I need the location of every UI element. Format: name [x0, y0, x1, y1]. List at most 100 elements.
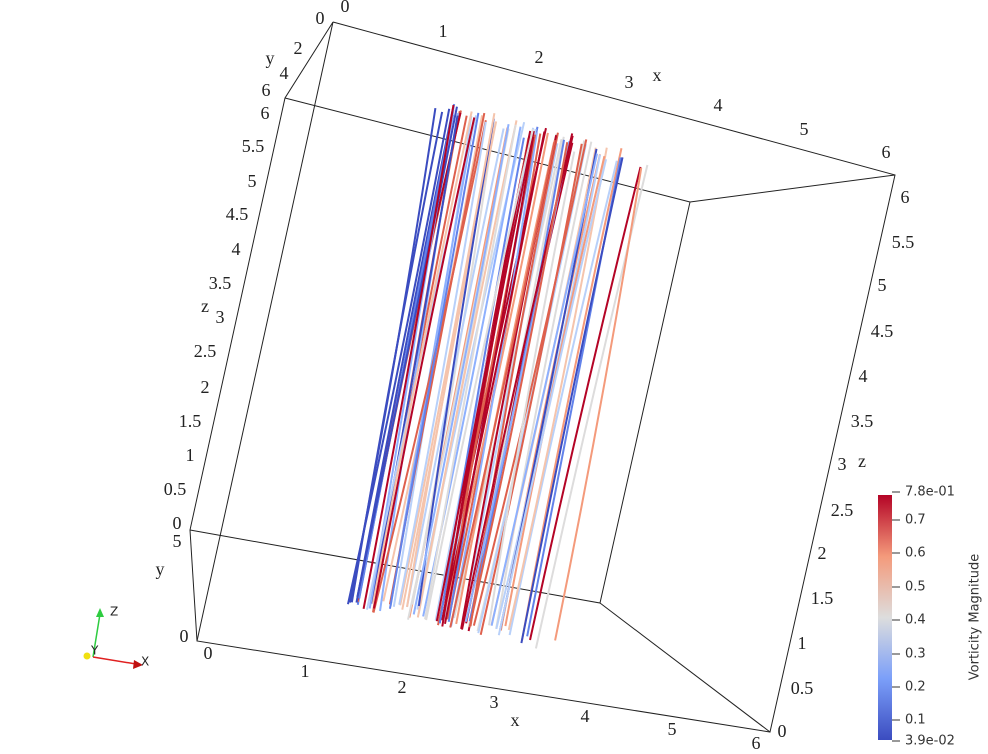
- tick-label: 2: [535, 47, 544, 67]
- tick-label: 4: [232, 239, 241, 259]
- streamline: [529, 166, 642, 641]
- tick-label: 2: [294, 38, 303, 58]
- streamline: [399, 112, 496, 606]
- streamline: [405, 128, 505, 608]
- tick-label: 4: [859, 366, 868, 386]
- tick-label: 5.5: [242, 136, 265, 156]
- tick-label: 0: [316, 8, 325, 28]
- tick-label: 3: [625, 72, 634, 92]
- streamline: [370, 115, 459, 604]
- color-bar: [878, 495, 892, 740]
- streamline: [356, 106, 458, 598]
- tick-label: 3.5: [209, 273, 232, 293]
- axes-labels: x0123456y0246z65.554.543.532.521.510.50y…: [156, 0, 915, 753]
- streamline: [520, 157, 624, 644]
- streamline: [441, 130, 535, 620]
- streamline: [497, 159, 608, 636]
- tick-label: 0: [180, 626, 189, 646]
- tick-label: 1: [301, 661, 310, 681]
- streamline: [416, 120, 518, 618]
- streamline: [398, 121, 487, 605]
- tick-label: 3: [216, 307, 225, 327]
- legend-label: 0.5: [905, 580, 926, 595]
- tick-label: 5.5: [892, 232, 915, 252]
- tick-label: 5: [248, 171, 257, 191]
- streamline: [388, 112, 480, 609]
- streamline: [495, 141, 593, 629]
- streamline: [425, 128, 534, 621]
- legend-label: 0.1: [905, 713, 926, 728]
- tick-label: 2.5: [831, 500, 854, 520]
- axis-z: Z: [110, 605, 118, 619]
- legend-label: 7.8e-01: [905, 485, 955, 500]
- tick-label: 3: [838, 454, 847, 474]
- tick-label: 5: [878, 275, 887, 295]
- streamline: [438, 137, 525, 624]
- legend-label: 0.4: [905, 613, 926, 628]
- streamline: [487, 151, 576, 626]
- tick-label: 6: [882, 142, 891, 162]
- tick-label: 1.5: [179, 411, 202, 431]
- tick-label: 1.5: [811, 588, 834, 608]
- streamline: [417, 118, 495, 607]
- orientation-axes: Z X Y: [83, 605, 149, 669]
- legend-label: 0.2: [905, 680, 926, 695]
- streamline: [472, 139, 588, 626]
- streamline: [444, 136, 535, 625]
- streamline: [507, 147, 608, 631]
- tick-label: 2: [201, 377, 210, 397]
- legend-label: 0.6: [905, 546, 926, 561]
- tick-label: 2: [818, 543, 827, 563]
- streamline: [424, 124, 517, 620]
- streamline: [412, 124, 510, 615]
- tick-label: 6: [752, 733, 761, 753]
- tick-label: 0: [341, 0, 350, 16]
- tick-label: 4: [280, 63, 289, 83]
- streamline: [350, 111, 444, 603]
- axis-title: z: [858, 451, 866, 471]
- axis-title: y: [266, 48, 275, 68]
- streamline: [554, 167, 643, 641]
- axis-title: z: [201, 296, 209, 316]
- streamlines: [346, 103, 649, 649]
- streamline: [435, 135, 531, 622]
- streamline: [479, 143, 583, 636]
- legend-title: Vorticity Magnitude: [968, 554, 983, 680]
- streamline: [450, 132, 538, 627]
- axis-x: X: [141, 655, 149, 669]
- streamline: [468, 141, 569, 628]
- tick-label: 1: [186, 445, 195, 465]
- tick-label: 1: [798, 633, 807, 653]
- axis-title: y: [156, 559, 165, 579]
- tick-label: 4.5: [226, 204, 249, 224]
- streamline: [362, 104, 455, 610]
- axis-title: x: [511, 710, 520, 730]
- tick-label: 0: [778, 721, 787, 741]
- tick-label: 1: [439, 21, 448, 41]
- streamline: [372, 117, 476, 609]
- tick-label: 0.5: [164, 479, 187, 499]
- tick-label: 0.5: [791, 678, 814, 698]
- streamline: [490, 153, 599, 626]
- axis-title: x: [653, 65, 662, 85]
- tick-label: 6: [901, 187, 910, 207]
- legend-label: 3.9e-02: [905, 734, 955, 749]
- tick-label: 3: [490, 692, 499, 712]
- tick-label: 2.5: [194, 341, 217, 361]
- tick-label: 2: [398, 677, 407, 697]
- streamline: [372, 111, 473, 604]
- tick-label: 4: [581, 706, 590, 726]
- tick-label: 5: [668, 719, 677, 739]
- tick-label: 0: [173, 513, 182, 533]
- tick-label: 0: [204, 643, 213, 663]
- tick-label: 4: [714, 95, 723, 115]
- tick-label: 4.5: [871, 321, 894, 341]
- tick-label: 6: [262, 80, 271, 100]
- legend-label: 0.7: [905, 513, 926, 528]
- streamline: [449, 139, 556, 628]
- tick-label: 3.5: [851, 411, 874, 431]
- legend-label: 0.3: [905, 647, 926, 662]
- color-legend: Vorticity Magnitude 7.8e-01 0.7 0.6 0.5 0.4 0…: [878, 485, 983, 749]
